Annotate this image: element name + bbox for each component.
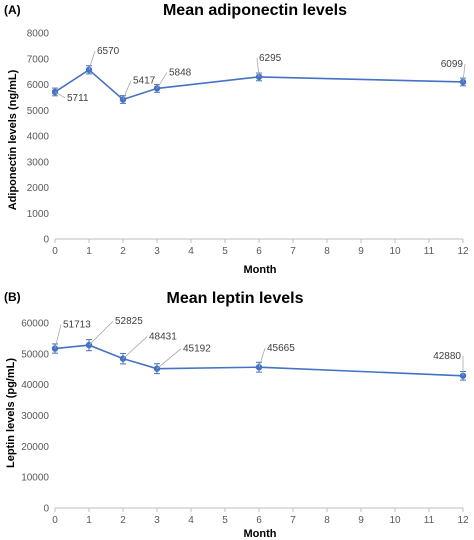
data-label: 51713 [63,320,91,331]
data-label-leader [156,348,182,369]
data-label: 6099 [441,59,464,70]
x-tick-label: 11 [424,246,435,257]
x-tick-label: 5 [222,515,228,526]
x-tick-label: 12 [457,246,469,257]
x-tick-label: 2 [120,515,126,526]
y-tick-label: 3000 [27,157,50,168]
data-label: 6295 [259,53,282,64]
y-tick-labels-a: 0 1000 2000 3000 4000 5000 6000 7000 8000 [27,29,50,246]
y-tick-label: 1000 [27,209,50,220]
y-tick-label: 6000 [27,80,50,91]
data-label: 52825 [115,316,143,327]
y-tick-label: 0 [43,235,49,246]
chart-title-b: Mean leptin levels [167,290,304,307]
x-tick-label: 7 [290,515,296,526]
x-tick-label: 8 [324,515,330,526]
data-point [85,66,93,74]
x-tick-labels-a: 0 1 2 3 4 5 6 7 8 9 10 11 12 [52,239,469,257]
x-tick-label: 8 [324,246,330,257]
data-label-leader [258,348,266,368]
x-axis-title-a: Month [244,264,277,276]
x-tick-label: 6 [256,246,262,257]
data-label-leader [88,50,96,70]
data-label: 5417 [133,76,156,87]
series-line [54,68,464,101]
x-tick-label: 3 [154,246,160,257]
x-tick-label: 1 [86,515,92,526]
x-tick-label: 1 [86,246,92,257]
y-tick-label: 2000 [27,183,50,194]
series-line [54,344,464,377]
data-label-leader [122,336,148,359]
data-label: 45192 [183,344,211,355]
x-tick-label: 10 [389,515,401,526]
chart-b: (B) Mean leptin levels Leptin levels (pg… [4,290,469,540]
data-label: 5848 [169,67,192,78]
x-tick-labels-b: 0 1 2 3 4 5 6 7 8 9 10 11 12 [52,508,469,526]
data-label: 5711 [67,93,89,104]
y-tick-label: 10000 [21,473,49,484]
y-axis-title-a: Adiponectin levels (ng/mL) [7,69,19,210]
x-tick-label: 7 [290,246,296,257]
data-label-leader [54,324,62,349]
plot-area-a: 5711 6570 5417 5848 6295 6099 [51,46,467,104]
y-tick-label: 0 [43,504,49,515]
x-tick-label: 12 [457,515,469,526]
chart-title-a: Mean adiponectin levels [163,2,347,19]
x-axis-title-b: Month [244,528,277,540]
data-label-leader [156,72,168,89]
data-label: 48431 [149,332,177,343]
x-tick-label: 0 [52,246,58,257]
y-tick-label: 4000 [27,132,50,143]
data-point [459,78,467,86]
data-label-leader [54,91,66,99]
x-tick-label: 3 [154,515,160,526]
x-tick-label: 10 [389,246,401,257]
x-tick-label: 2 [120,246,126,257]
data-label-leader [88,320,114,346]
x-tick-label: 9 [358,246,364,257]
y-tick-label: 40000 [21,380,49,391]
x-tick-label: 5 [222,246,228,257]
plot-area-b: 51713 52825 48431 45192 45665 42880 [51,316,467,381]
y-axis-title-b: Leptin levels (pg/mL) [5,358,17,468]
y-tick-label: 5000 [27,106,50,117]
panel-label-b: (B) [4,290,21,304]
chart-a: (A) Mean adiponectin levels Adiponectin … [4,2,469,276]
y-tick-label: 50000 [21,349,49,360]
x-tick-label: 11 [424,515,435,526]
data-label: 45665 [267,343,295,354]
x-tick-label: 0 [52,515,58,526]
y-tick-label: 30000 [21,411,49,422]
x-tick-label: 6 [256,515,262,526]
x-tick-label: 4 [188,246,194,257]
x-tick-label: 9 [358,515,364,526]
y-tick-label: 7000 [27,54,50,65]
y-tick-label: 8000 [27,29,50,40]
y-tick-labels-b: 0 10000 20000 30000 40000 50000 60000 [21,319,49,515]
data-label-leader [122,80,132,100]
x-tick-label: 4 [188,515,194,526]
data-label-leader [256,57,260,77]
panel-label-a: (A) [4,3,21,17]
data-label-leader [462,63,466,82]
data-label: 42880 [433,351,461,362]
data-label: 6570 [97,46,120,57]
y-tick-label: 20000 [21,442,49,453]
y-tick-label: 60000 [21,319,49,330]
